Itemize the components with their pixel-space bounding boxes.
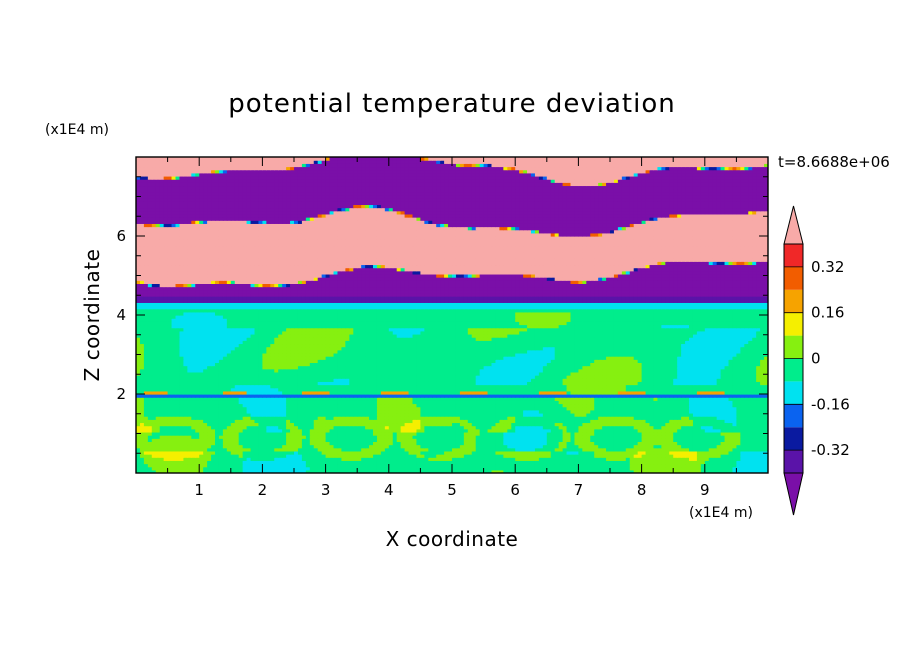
y-unit-label: (x1E4 m) xyxy=(45,122,109,138)
contour-field xyxy=(136,157,769,474)
time-label: t=8.6688e+06 xyxy=(778,153,890,171)
chart-title: potential temperature deviation xyxy=(228,89,675,119)
